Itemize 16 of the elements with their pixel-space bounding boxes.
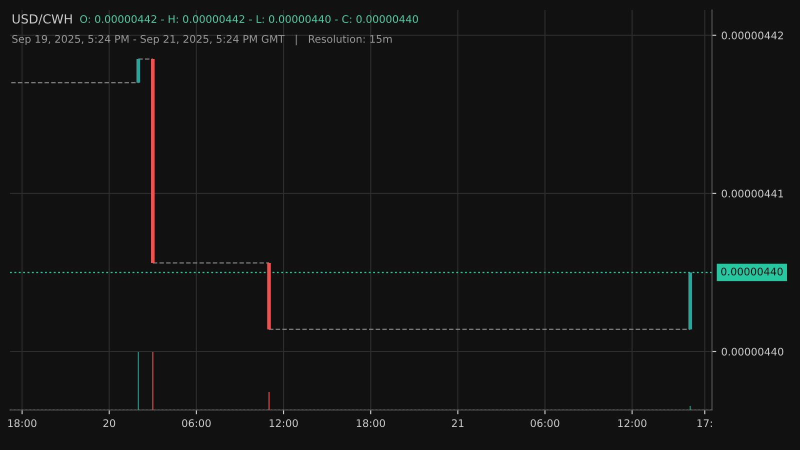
x-tick-label: 06:00	[530, 419, 560, 428]
y-tick-label: 0.00000442	[722, 32, 783, 40]
x-tick-label: 21	[452, 419, 464, 427]
x-tick-label: 18:00	[356, 419, 385, 428]
x-tick-label: 12:00	[270, 419, 298, 428]
candlestick	[136, 58, 140, 84]
x-tick-label: 20	[103, 419, 116, 428]
x-tick-label: 17:	[698, 419, 712, 427]
chart-title: USD/CWH	[12, 14, 72, 25]
y-tick-label: 0.00000441	[722, 190, 784, 198]
x-tick-label: 06:00	[182, 419, 211, 428]
annotation: O: 0.00000442 - H: 0.00000442 - L: 0.00000440 - C: 0.00000440	[80, 15, 418, 24]
text: Sep 19, 2025, 5:24 PM - Sep 21, 2025, 5:24 PM GMT | Resolution: 15m	[12, 34, 392, 46]
x-tick-label: 18:00	[8, 419, 36, 428]
x-tick-label: 12:00	[618, 419, 646, 428]
y-tick-label: 0.00000440	[722, 348, 784, 356]
